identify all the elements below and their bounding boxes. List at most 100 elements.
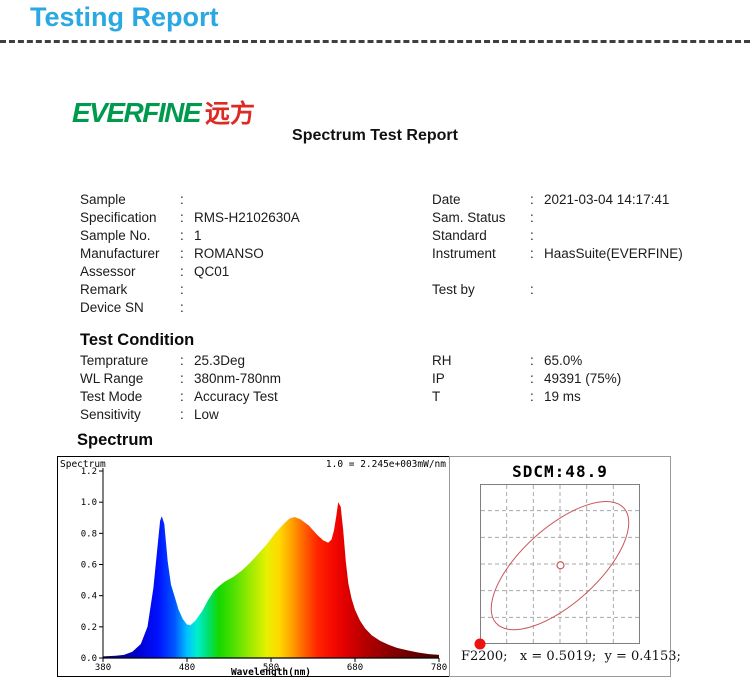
info-row: Instrument: HaasSuite(EVERFINE) [432, 245, 744, 263]
field-colon: : [530, 192, 534, 207]
field-label: IP [432, 371, 445, 386]
spectrum-heading: Spectrum [77, 431, 154, 449]
field-colon: : [530, 228, 534, 243]
info-row: Device SN: [80, 299, 428, 317]
sdcm-point-readout: F2200; x = 0.5019; y = 0.4153; [461, 649, 681, 664]
info-row: Sensitivity: Low [80, 406, 428, 424]
y-tick-label: 1.0 [81, 498, 97, 508]
spectrum-scale-note: 1.0 = 2.245e+003mW/nm [326, 459, 446, 470]
y-tick-label: 0.4 [81, 592, 97, 602]
field-label: Test Mode [80, 389, 143, 404]
field-value: Low [194, 407, 219, 422]
field-colon: : [180, 228, 184, 243]
field-value: QC01 [194, 264, 230, 279]
test-condition-left: Temprature:25.3Deg WL Range:380nm-780nm Te… [80, 352, 428, 424]
field-colon: : [530, 246, 534, 261]
field-value: 25.3Deg [194, 353, 246, 368]
info-row: T:19 ms [432, 388, 744, 406]
field-colon: : [530, 353, 534, 368]
field-label: Remark [80, 282, 128, 297]
x-tick-label: 380 [95, 663, 111, 673]
everfine-logo: EVERFINE 远方 [72, 94, 255, 130]
test-condition-heading: Test Condition [80, 331, 195, 349]
field-label: Specification [80, 210, 157, 225]
y-tick-label: 1.2 [81, 467, 97, 477]
sdcm-tolerance-ellipse [490, 500, 630, 631]
field-label: Test by [432, 282, 475, 297]
info-row: Sam. Status: [432, 209, 744, 227]
spectrum-chart: 0.0 0.2 0.4 0.6 0.8 1.0 1.2 380 480 580 680 780 Spec… [60, 459, 447, 676]
field-label: Standard [432, 228, 487, 243]
field-colon: : [180, 353, 184, 368]
info-row: Standard: [432, 227, 744, 245]
field-label: Sensitivity [80, 407, 141, 422]
field-colon: : [530, 210, 534, 225]
field-colon: : [180, 192, 184, 207]
info-row: WL Range:380nm-780nm [80, 370, 428, 388]
info-row: Remark: [80, 281, 428, 299]
field-label: Sample [80, 192, 126, 207]
sdcm-title: SDCM:48.9 [512, 462, 608, 481]
info-row: Test Mode: Accuracy Test [80, 388, 428, 406]
field-value: Accuracy Test [194, 389, 278, 404]
info-row: Assessor: QC01 [80, 263, 428, 281]
field-label: Temprature [80, 353, 149, 368]
field-value: 1 [194, 228, 202, 243]
info-row [432, 263, 744, 281]
field-label: Sam. Status [432, 210, 506, 225]
field-value: 49391 (75%) [544, 371, 622, 386]
field-value: 19 ms [544, 389, 581, 404]
field-colon: : [180, 389, 184, 404]
field-colon: : [180, 300, 184, 315]
info-row: RH:65.0% [432, 352, 744, 370]
logo-cjk-text: 远方 [205, 100, 256, 128]
info-row: Temprature:25.3Deg [80, 352, 428, 370]
field-label: Assessor [80, 264, 136, 279]
info-row: IP:49391 (75%) [432, 370, 744, 388]
spectrum-chart-panel: 0.0 0.2 0.4 0.6 0.8 1.0 1.2 380 480 580 680 780 Spec… [57, 456, 450, 677]
dashed-divider [0, 40, 750, 43]
field-colon: : [530, 282, 534, 297]
field-label: Instrument [432, 246, 496, 261]
field-label: WL Range [80, 371, 144, 386]
sdcm-center-marker [556, 561, 565, 570]
field-value: HaasSuite(EVERFINE) [544, 246, 683, 261]
field-value: 380nm-780nm [194, 371, 282, 386]
y-tick-label: 0.6 [81, 561, 97, 571]
logo-brand-text: EVERFINE [72, 97, 202, 128]
y-tick-label: 0.8 [81, 529, 97, 539]
spectrum-x-axis-label: Wavelength(nm) [231, 667, 311, 676]
field-value: RMS-H2102630A [194, 210, 300, 225]
field-label: Sample No. [80, 228, 151, 243]
x-tick-label: 780 [431, 663, 447, 673]
test-condition-right: RH:65.0% IP:49391 (75%) T:19 ms [432, 352, 744, 406]
info-row: Sample: [80, 191, 428, 209]
field-colon: : [180, 282, 184, 297]
spectrum-curve [103, 502, 439, 658]
field-label: Date [432, 192, 461, 207]
sample-info-left: Sample: Specification: RMS-H2102630A Sample… [80, 191, 428, 317]
field-value: 65.0% [544, 353, 583, 368]
y-tick-label: 0.0 [81, 654, 97, 664]
info-row: Sample No.:1 [80, 227, 428, 245]
sdcm-chart [474, 484, 640, 650]
y-tick-label: 0.2 [81, 623, 97, 633]
field-colon: : [180, 264, 184, 279]
info-row: Date:2021-03-04 14:17:41 [432, 191, 744, 209]
field-colon: : [530, 389, 534, 404]
field-value: 2021-03-04 14:17:41 [544, 192, 670, 207]
field-colon: : [180, 246, 184, 261]
field-colon: : [180, 210, 184, 225]
field-label: T [432, 389, 441, 404]
report-title: Spectrum Test Report [292, 127, 458, 144]
x-tick-label: 680 [347, 663, 363, 673]
field-value: ROMANSO [194, 246, 264, 261]
x-tick-label: 580 [263, 663, 279, 673]
sdcm-panel: SDCM:48.9 F2200; x = 0.5019; y = 0.4153; [449, 456, 681, 677]
field-label: Device SN [80, 300, 144, 315]
field-label: Manufacturer [80, 246, 160, 261]
sdcm-corner-dot [474, 638, 486, 650]
info-row: Manufacturer: ROMANSO [80, 245, 428, 263]
field-label: RH [432, 353, 452, 368]
